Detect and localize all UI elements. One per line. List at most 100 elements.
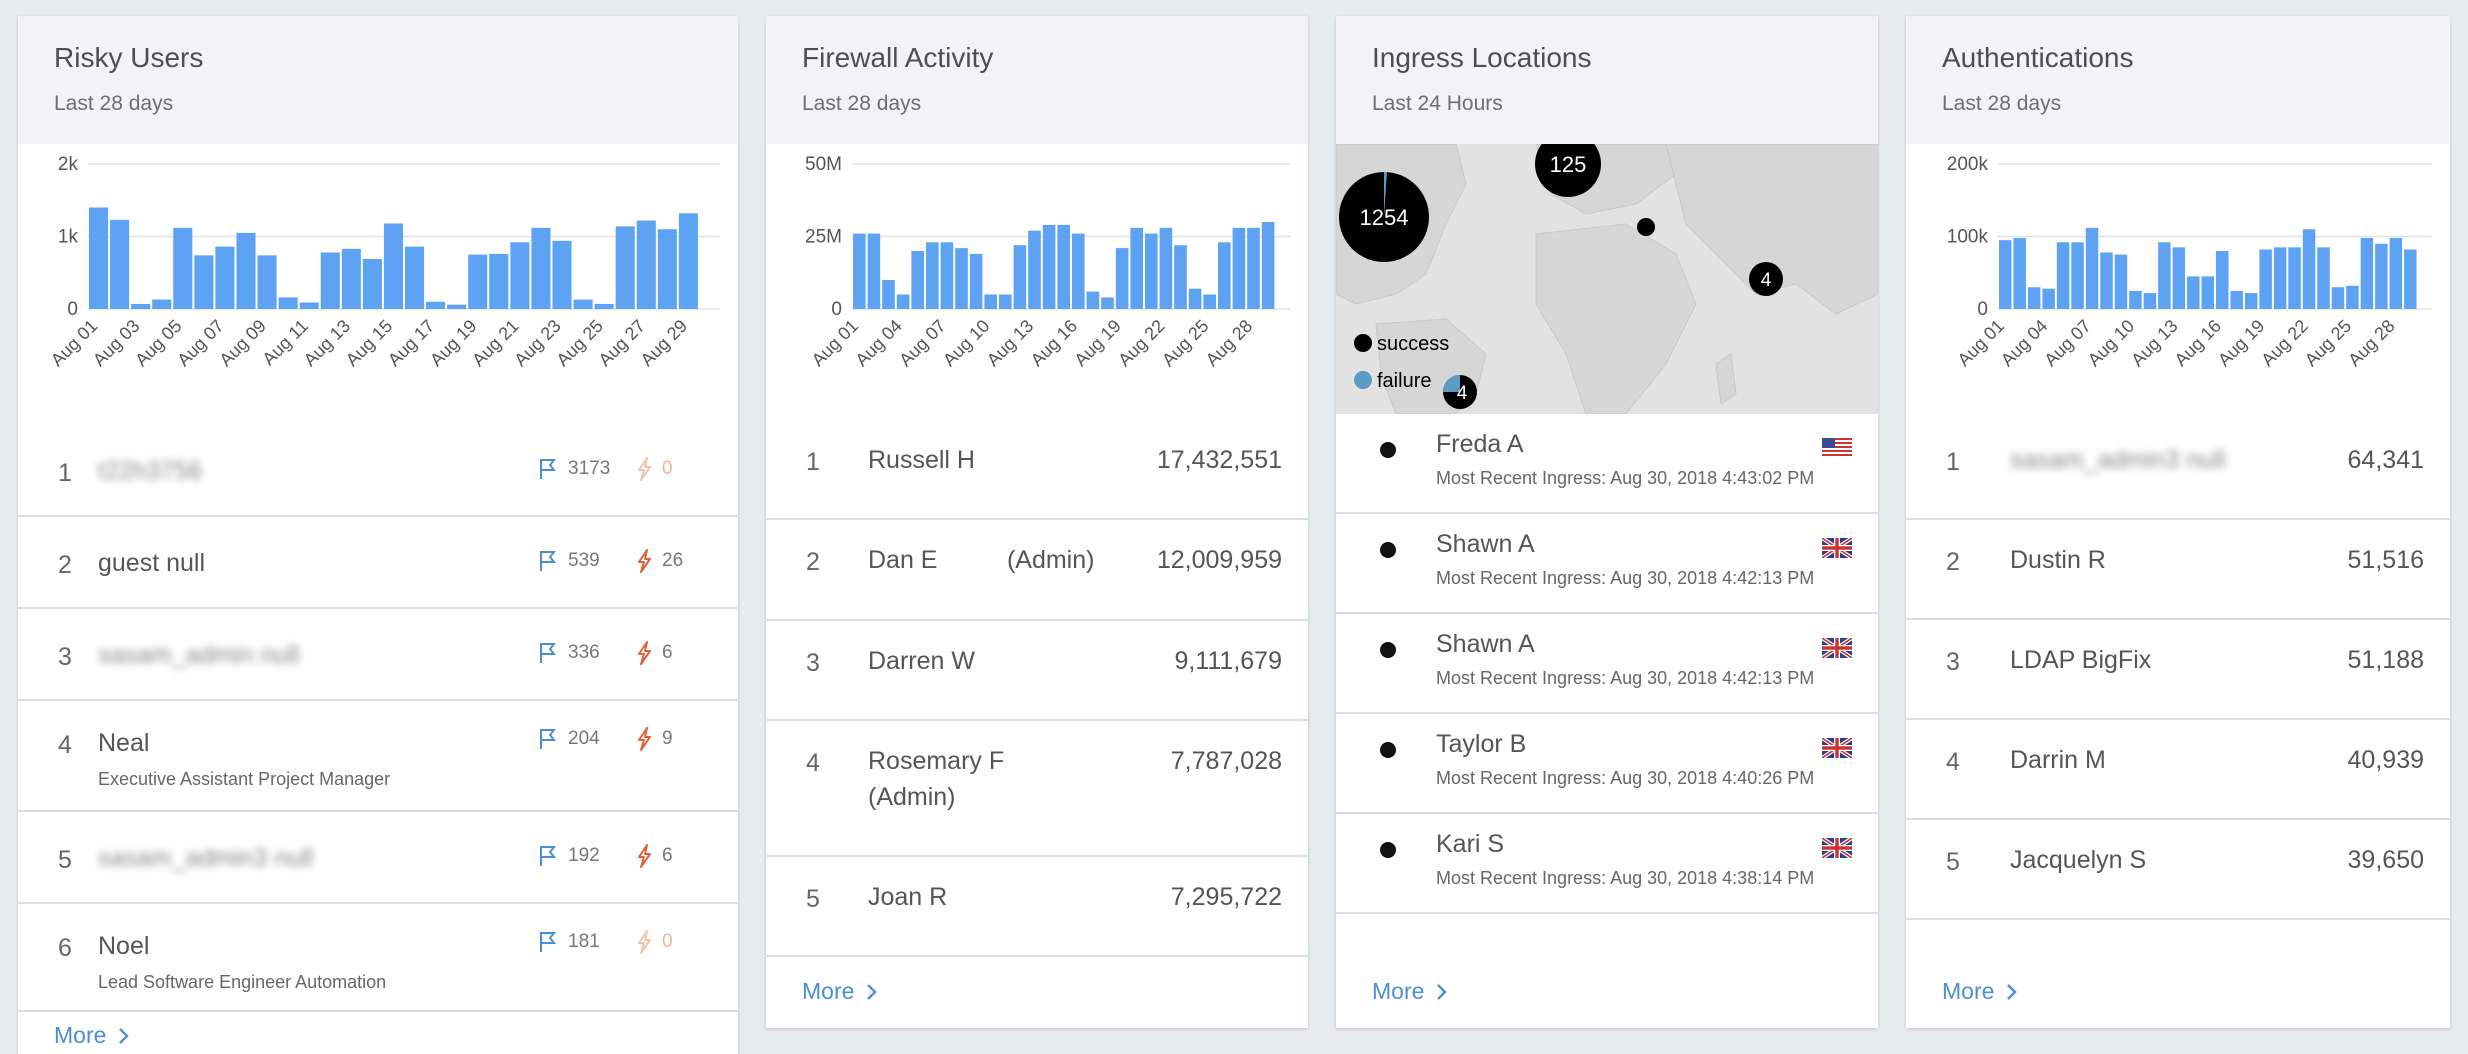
bolt-icon	[636, 727, 652, 751]
risky-users-more-link[interactable]: More	[54, 1022, 130, 1049]
bar-aug-08	[2100, 252, 2113, 309]
user-name[interactable]: LDAP BigFix	[2010, 646, 2152, 674]
risky-user-row[interactable]: 4 Neal Executive Assistant Project Manager…	[18, 701, 738, 812]
auth-header: Authentications Last 28 days	[1906, 16, 2450, 144]
ingress-row[interactable]: Shawn A Most Recent Ingress: Aug 30, 2018…	[1336, 514, 1878, 614]
user-name[interactable]: Freda A	[1436, 430, 1524, 458]
firewall-row[interactable]: 4 Rosemary F (Admin) 7,787,028	[766, 721, 1308, 857]
user-name[interactable]: sasam_admin3 null	[2010, 446, 2226, 474]
auth-row[interactable]: 2 Dustin R 51,516	[1906, 520, 2450, 620]
bar-aug-10	[2129, 290, 2142, 309]
bar-aug-05	[911, 251, 924, 309]
bar-aug-27	[636, 220, 656, 309]
alert-count[interactable]: 0	[636, 930, 673, 954]
auth-row[interactable]: 3 LDAP BigFix 51,188	[1906, 620, 2450, 720]
firewall-row[interactable]: 3 Darren W 9,111,679	[766, 621, 1308, 721]
user-name[interactable]: guest null	[98, 549, 206, 577]
alert-count[interactable]: 0	[636, 456, 673, 481]
flag-icon	[538, 844, 558, 868]
auth-row[interactable]: 1 sasam_admin3 null 64,341	[1906, 420, 2450, 520]
firewall-more-link[interactable]: More	[802, 978, 878, 1005]
bar-aug-02	[110, 219, 130, 309]
auth-row[interactable]: 4 Darrin M 40,939	[1906, 720, 2450, 820]
flag-count[interactable]: 336	[538, 641, 600, 665]
auth-more-link[interactable]: More	[1942, 978, 2018, 1005]
x-tick-label: Aug 17	[384, 316, 438, 370]
bar-aug-21	[510, 242, 530, 309]
firewall-row[interactable]: 2 Dan E (Admin) 12,009,959	[766, 520, 1308, 621]
alert-count-value: 0	[662, 931, 673, 952]
bar-aug-18	[1101, 297, 1114, 309]
firewall-row[interactable]: 5 Joan R 7,295,722	[766, 857, 1308, 957]
chevron-right-icon	[1437, 983, 1448, 1000]
risky-user-row[interactable]: 6 Noel Lead Software Engineer Automation 18…	[18, 904, 738, 1012]
ingress-map[interactable]: 1254 125 4 4 success failure	[1336, 144, 1878, 414]
bar-aug-23	[552, 240, 572, 309]
bar-aug-24	[2331, 287, 2345, 309]
bolt-icon	[636, 844, 652, 868]
bar-aug-25	[2346, 285, 2359, 309]
user-name[interactable]: t22h3756	[98, 456, 203, 485]
bar-aug-21	[1145, 233, 1158, 309]
alert-count[interactable]: 26	[636, 549, 683, 573]
alert-count-value: 9	[662, 728, 673, 749]
ingress-row[interactable]: Shawn A Most Recent Ingress: Aug 30, 2018…	[1336, 614, 1878, 714]
user-name[interactable]: sasam_admin null	[98, 641, 300, 669]
auth-row[interactable]: 5 Jacquelyn S 39,650	[1906, 820, 2450, 920]
alert-count[interactable]: 6	[636, 844, 673, 868]
risky-user-row[interactable]: 3 sasam_admin null 336 6	[18, 609, 738, 701]
flag-count[interactable]: 539	[538, 549, 600, 573]
bar-aug-12	[2158, 242, 2171, 309]
user-name[interactable]: Rosemary F	[868, 747, 1005, 775]
user-name[interactable]: Taylor B	[1436, 730, 1527, 758]
ingress-more-link[interactable]: More	[1372, 978, 1448, 1005]
user-name[interactable]: Darrin M	[2010, 746, 2106, 774]
x-tick-label: Aug 01	[808, 316, 862, 370]
bar-aug-03	[131, 303, 151, 309]
bar-aug-23	[1174, 245, 1187, 309]
bar-aug-02	[2013, 237, 2026, 309]
flag-count[interactable]: 181	[538, 930, 600, 954]
cluster-4-sa-label: 4	[1457, 383, 1468, 404]
firewall-row[interactable]: 1 Russell H 17,432,551	[766, 420, 1308, 520]
user-name[interactable]: Dustin R	[2010, 546, 2106, 574]
user-name[interactable]: Kari S	[1436, 830, 1505, 858]
bar-aug-13	[2172, 247, 2186, 309]
firewall-header: Firewall Activity Last 28 days	[766, 16, 1308, 144]
auth-count: 64,341	[2347, 446, 2424, 474]
risky-users-card: Risky Users Last 28 days 2k 1k 0 Aug 01 Aug …	[18, 16, 738, 1054]
user-name[interactable]: Russell H	[868, 446, 975, 474]
user-name[interactable]: sasam_admin3 null	[98, 844, 314, 872]
x-tick-label: Aug 07	[895, 316, 949, 370]
bar-aug-03	[882, 280, 895, 309]
flag-count[interactable]: 204	[538, 727, 600, 751]
risky-user-row[interactable]: 5 sasam_admin3 null 192 6	[18, 812, 738, 904]
alert-count[interactable]: 9	[636, 727, 673, 751]
x-tick-label: Aug 19	[2214, 316, 2268, 370]
firewall-list: 1 Russell H 17,432,551 2 Dan E (Admin) 12,009…	[766, 420, 1308, 957]
user-name[interactable]: Joan R	[868, 883, 948, 911]
user-name[interactable]: Shawn A	[1436, 630, 1535, 658]
user-name[interactable]: Dan E (Admin)	[868, 546, 1095, 574]
ingress-row[interactable]: Kari S Most Recent Ingress: Aug 30, 2018 …	[1336, 814, 1878, 914]
flag-count[interactable]: 192	[538, 844, 600, 868]
risky-user-row[interactable]: 1 t22h3756 3173 0	[18, 424, 738, 517]
bar-aug-05	[173, 227, 193, 309]
user-name[interactable]: Shawn A	[1436, 530, 1535, 558]
ingress-row[interactable]: Freda A Most Recent Ingress: Aug 30, 2018…	[1336, 414, 1878, 514]
y-tick-label: 25M	[805, 227, 842, 248]
user-name[interactable]: Darren W	[868, 647, 975, 675]
risky-user-row[interactable]: 2 guest null 539 26	[18, 517, 738, 609]
flag-count-value: 336	[568, 642, 600, 663]
user-name[interactable]: Noel	[98, 932, 150, 960]
chevron-right-icon	[867, 983, 878, 1000]
bar-aug-19	[468, 254, 488, 309]
ingress-row[interactable]: Taylor B Most Recent Ingress: Aug 30, 201…	[1336, 714, 1878, 814]
alert-count[interactable]: 6	[636, 641, 673, 665]
user-name[interactable]: Jacquelyn S	[2010, 846, 2147, 874]
alert-count-value: 26	[662, 550, 684, 571]
rank: 1	[58, 458, 72, 487]
flag-count[interactable]: 3173	[538, 457, 610, 481]
user-name[interactable]: Neal	[98, 729, 150, 757]
